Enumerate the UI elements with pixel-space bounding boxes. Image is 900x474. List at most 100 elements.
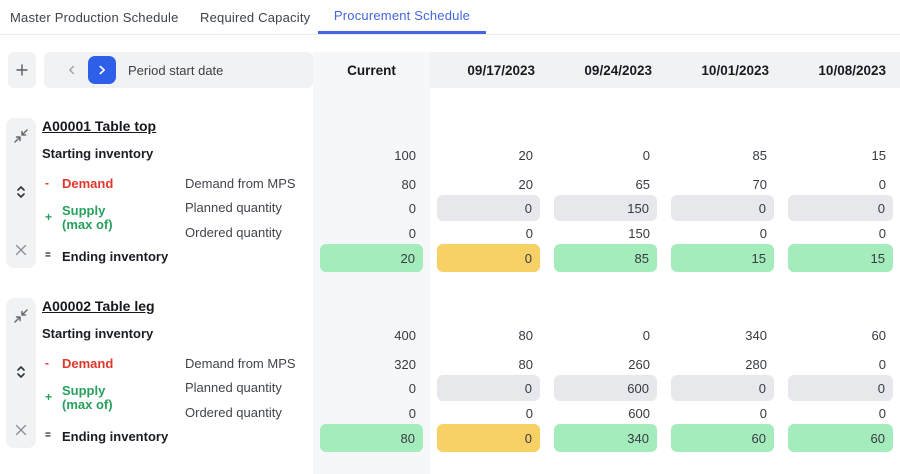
item-group-a00002: A00002 Table leg Starting inventory 400 … <box>0 298 900 453</box>
demand-from-mps-label: Demand from MPS <box>185 176 296 191</box>
planned-quantity-input[interactable]: 0 <box>664 375 781 401</box>
value-cell: 0 <box>642 327 650 343</box>
row-label: Starting inventory <box>42 326 154 341</box>
ending-inventory-label: Ending inventory <box>62 429 169 444</box>
value-cell: 20 <box>518 176 533 192</box>
plus-bullet: + <box>45 210 53 224</box>
tab-master-production-schedule[interactable]: Master Production Schedule <box>10 9 179 25</box>
value-cell: 260 <box>628 356 650 372</box>
ending-inventory-row: = Ending inventory 20 0 85 15 15 <box>0 243 900 273</box>
column-header-current: Current <box>347 62 396 78</box>
remove-item-icon[interactable] <box>13 242 29 258</box>
planned-quantity-label: Planned quantity <box>185 380 282 395</box>
value-cell: 0 <box>878 405 886 421</box>
tab-bar: Master Production Schedule Required Capa… <box>0 0 900 35</box>
tab-required-capacity[interactable]: Required Capacity <box>200 9 311 25</box>
value-cell: 0 <box>878 225 886 241</box>
value-cell: 80 <box>518 327 533 343</box>
ending-inventory-cell: 15 <box>781 243 900 273</box>
demand-label: Demand <box>62 176 114 191</box>
next-period-button[interactable] <box>88 56 116 84</box>
plus-bullet: + <box>45 390 53 404</box>
row-label: Starting inventory <box>42 146 154 161</box>
starting-inventory-row: Starting inventory 100 20 0 85 15 <box>0 143 900 167</box>
demand-row: - Demand Demand from MPS 80 20 65 70 0 <box>0 172 900 196</box>
value-cell: 400 <box>394 327 416 343</box>
ending-inventory-label: Ending inventory <box>62 249 169 264</box>
item-title-link[interactable]: A00002 Table leg <box>42 298 155 314</box>
ending-inventory-cell: 80 <box>313 423 430 453</box>
ordered-quantity-label: Ordered quantity <box>185 405 282 420</box>
reorder-icon[interactable] <box>13 184 29 200</box>
value-cell: 0 <box>408 225 416 241</box>
plus-icon <box>16 64 28 76</box>
planned-quantity-input[interactable]: 0 <box>430 375 547 401</box>
value-cell: 70 <box>752 176 767 192</box>
planned-quantity-input[interactable]: 0 <box>781 195 900 221</box>
planned-quantity-input[interactable]: 150 <box>547 195 664 221</box>
reorder-icon[interactable] <box>13 364 29 380</box>
ending-inventory-cell: 0 <box>430 243 547 273</box>
planned-quantity-input[interactable]: 0 <box>664 195 781 221</box>
ending-inventory-cell: 60 <box>664 423 781 453</box>
ending-inventory-cell: 60 <box>781 423 900 453</box>
period-start-date-label: Period start date <box>128 62 224 78</box>
collapse-icon[interactable] <box>13 308 29 324</box>
value-cell: 0 <box>408 200 416 216</box>
add-period-button[interactable] <box>8 52 36 88</box>
column-header-date: 09/17/2023 <box>467 62 535 78</box>
planned-quantity-row: + Supply (max of) Planned quantity 0 0 60… <box>0 375 900 412</box>
value-cell: 0 <box>408 405 416 421</box>
value-cell: 15 <box>871 147 886 163</box>
value-cell: 0 <box>878 176 886 192</box>
value-cell: 0 <box>759 225 767 241</box>
demand-row: - Demand Demand from MPS 320 80 260 280 … <box>0 352 900 376</box>
ending-inventory-row: = Ending inventory 80 0 340 60 60 <box>0 423 900 453</box>
demand-from-mps-label: Demand from MPS <box>185 356 296 371</box>
value-cell: 280 <box>745 356 767 372</box>
planned-quantity-label: Planned quantity <box>185 200 282 215</box>
ordered-quantity-row: Ordered quantity 0 0 600 0 0 <box>0 401 900 425</box>
demand-label: Demand <box>62 356 114 371</box>
value-cell: 60 <box>871 327 886 343</box>
column-header-date: 10/08/2023 <box>818 62 886 78</box>
value-cell: 80 <box>518 356 533 372</box>
ending-inventory-cell: 15 <box>664 243 781 273</box>
value-cell: 600 <box>628 405 650 421</box>
tab-procurement-schedule[interactable]: Procurement Schedule <box>318 0 486 34</box>
planned-quantity-input[interactable]: 0 <box>781 375 900 401</box>
ending-inventory-cell: 0 <box>430 423 547 453</box>
planned-quantity-input[interactable]: 600 <box>547 375 664 401</box>
value-cell: 320 <box>394 356 416 372</box>
period-navigator: Period start date <box>44 52 313 88</box>
previous-period-button[interactable] <box>58 56 86 84</box>
remove-item-icon[interactable] <box>13 422 29 438</box>
value-cell: 0 <box>759 405 767 421</box>
value-cell: 100 <box>394 147 416 163</box>
equals-bullet: = <box>45 250 51 261</box>
value-cell: 340 <box>745 327 767 343</box>
column-header-date: 10/01/2023 <box>701 62 769 78</box>
planned-quantity-row: + Supply (max of) Planned quantity 0 0 15… <box>0 195 900 232</box>
ordered-quantity-row: Ordered quantity 0 0 150 0 0 <box>0 221 900 245</box>
value-cell: 80 <box>401 176 416 192</box>
item-title-link[interactable]: A00001 Table top <box>42 118 157 134</box>
collapse-icon[interactable] <box>13 128 29 144</box>
ending-inventory-cell: 85 <box>547 243 664 273</box>
supply-label: Supply (max of) <box>62 203 113 232</box>
chevron-left-icon <box>69 65 75 75</box>
chevron-right-icon <box>99 65 106 75</box>
ordered-quantity-label: Ordered quantity <box>185 225 282 240</box>
value-cell: 20 <box>518 147 533 163</box>
supply-label: Supply (max of) <box>62 383 113 412</box>
value-cell: 0 <box>408 380 416 396</box>
planned-quantity-input[interactable]: 0 <box>430 195 547 221</box>
date-header-band: 09/17/2023 09/24/2023 10/01/2023 10/08/2… <box>430 52 900 88</box>
equals-bullet: = <box>45 430 51 441</box>
group-action-strip <box>6 118 36 268</box>
ending-inventory-cell: 340 <box>547 423 664 453</box>
group-action-strip <box>6 298 36 448</box>
value-cell: 0 <box>642 147 650 163</box>
starting-inventory-row: Starting inventory 400 80 0 340 60 <box>0 323 900 347</box>
